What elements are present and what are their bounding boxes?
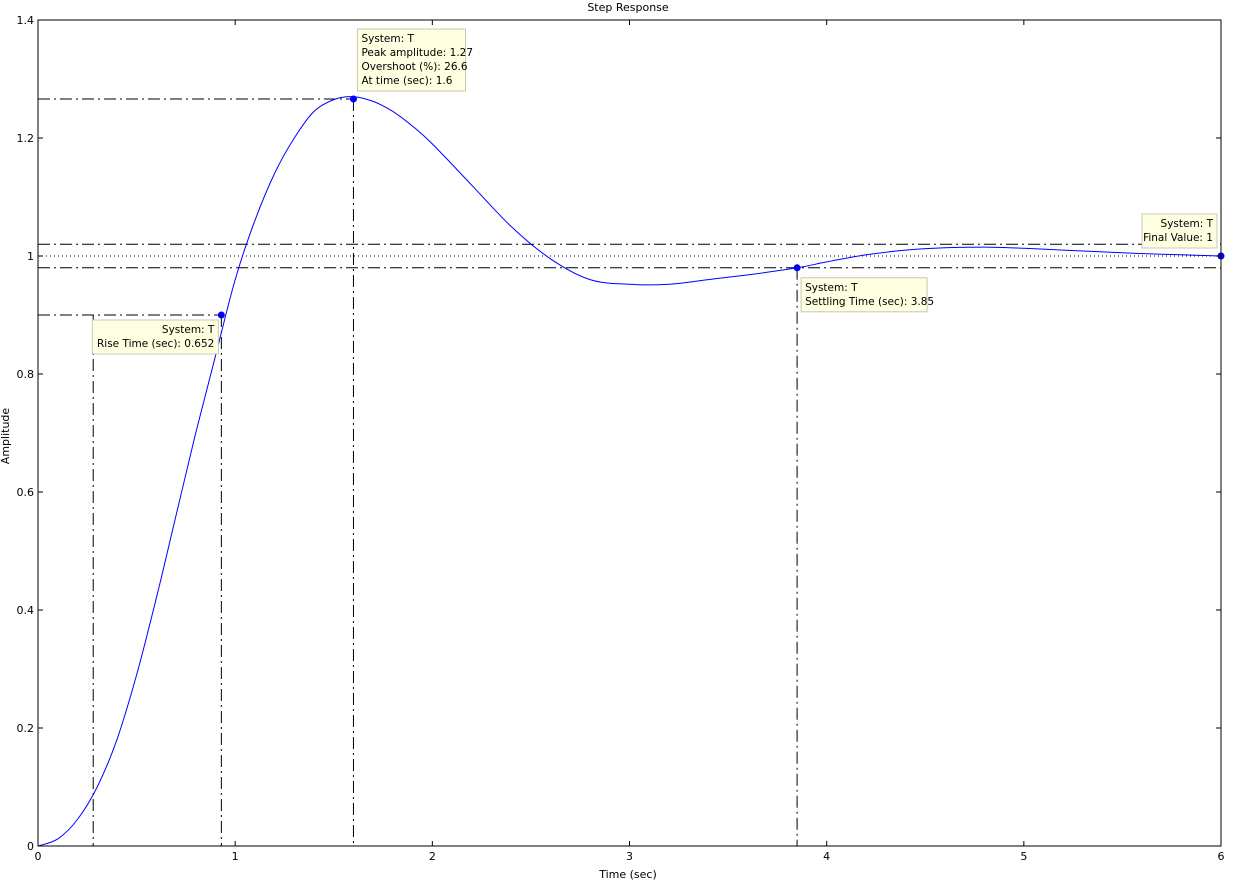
y-tick-label: 0.2 — [17, 722, 35, 735]
data-tip-line: System: T — [361, 33, 414, 45]
x-tick-label: 5 — [1020, 850, 1027, 863]
y-tick-label: 0 — [27, 840, 34, 853]
y-tick-label: 0.4 — [17, 604, 35, 617]
data-tip-marker — [218, 312, 225, 319]
data-tip-line: Peak amplitude: 1.27 — [361, 47, 473, 59]
data-tip-line: At time (sec): 1.6 — [361, 75, 452, 87]
x-tick-label: 4 — [823, 850, 830, 863]
chart-title: Step Response — [587, 1, 669, 14]
data-tip-line: Final Value: 1 — [1143, 232, 1213, 244]
y-tick-label: 1.2 — [17, 132, 35, 145]
x-tick-label: 1 — [232, 850, 239, 863]
x-tick-label: 3 — [626, 850, 633, 863]
data-tip[interactable]: System: T Settling Time (sec): 3.85 — [801, 278, 934, 312]
data-tip-line: Settling Time (sec): 3.85 — [805, 296, 934, 308]
x-tick-label: 2 — [429, 850, 436, 863]
x-tick-label: 6 — [1218, 850, 1225, 863]
data-tip-line: Overshoot (%): 26.6 — [361, 61, 467, 73]
data-tip-line: System: T — [162, 324, 215, 336]
data-tip-marker — [794, 264, 801, 271]
data-tip[interactable]: System: T Peak amplitude: 1.27 Overshoot (… — [357, 29, 473, 91]
y-tick-label: 1 — [27, 250, 34, 263]
y-tick-label: 1.4 — [17, 14, 35, 27]
x-tick-label: 0 — [35, 850, 42, 863]
data-tip[interactable]: System: T Final Value: 1 — [1142, 214, 1217, 248]
data-tip-marker — [350, 96, 357, 103]
data-tip-line: System: T — [805, 282, 858, 294]
x-axis-title: Time (sec) — [598, 868, 657, 880]
data-tip[interactable]: System: T Rise Time (sec): 0.652 — [92, 320, 218, 354]
data-tip-line: System: T — [1161, 218, 1214, 230]
y-tick-label: 0.6 — [17, 486, 35, 499]
data-tip-line: Rise Time (sec): 0.652 — [97, 338, 214, 350]
y-tick-label: 0.8 — [17, 368, 35, 381]
y-axis-title: Amplitude — [0, 408, 12, 465]
